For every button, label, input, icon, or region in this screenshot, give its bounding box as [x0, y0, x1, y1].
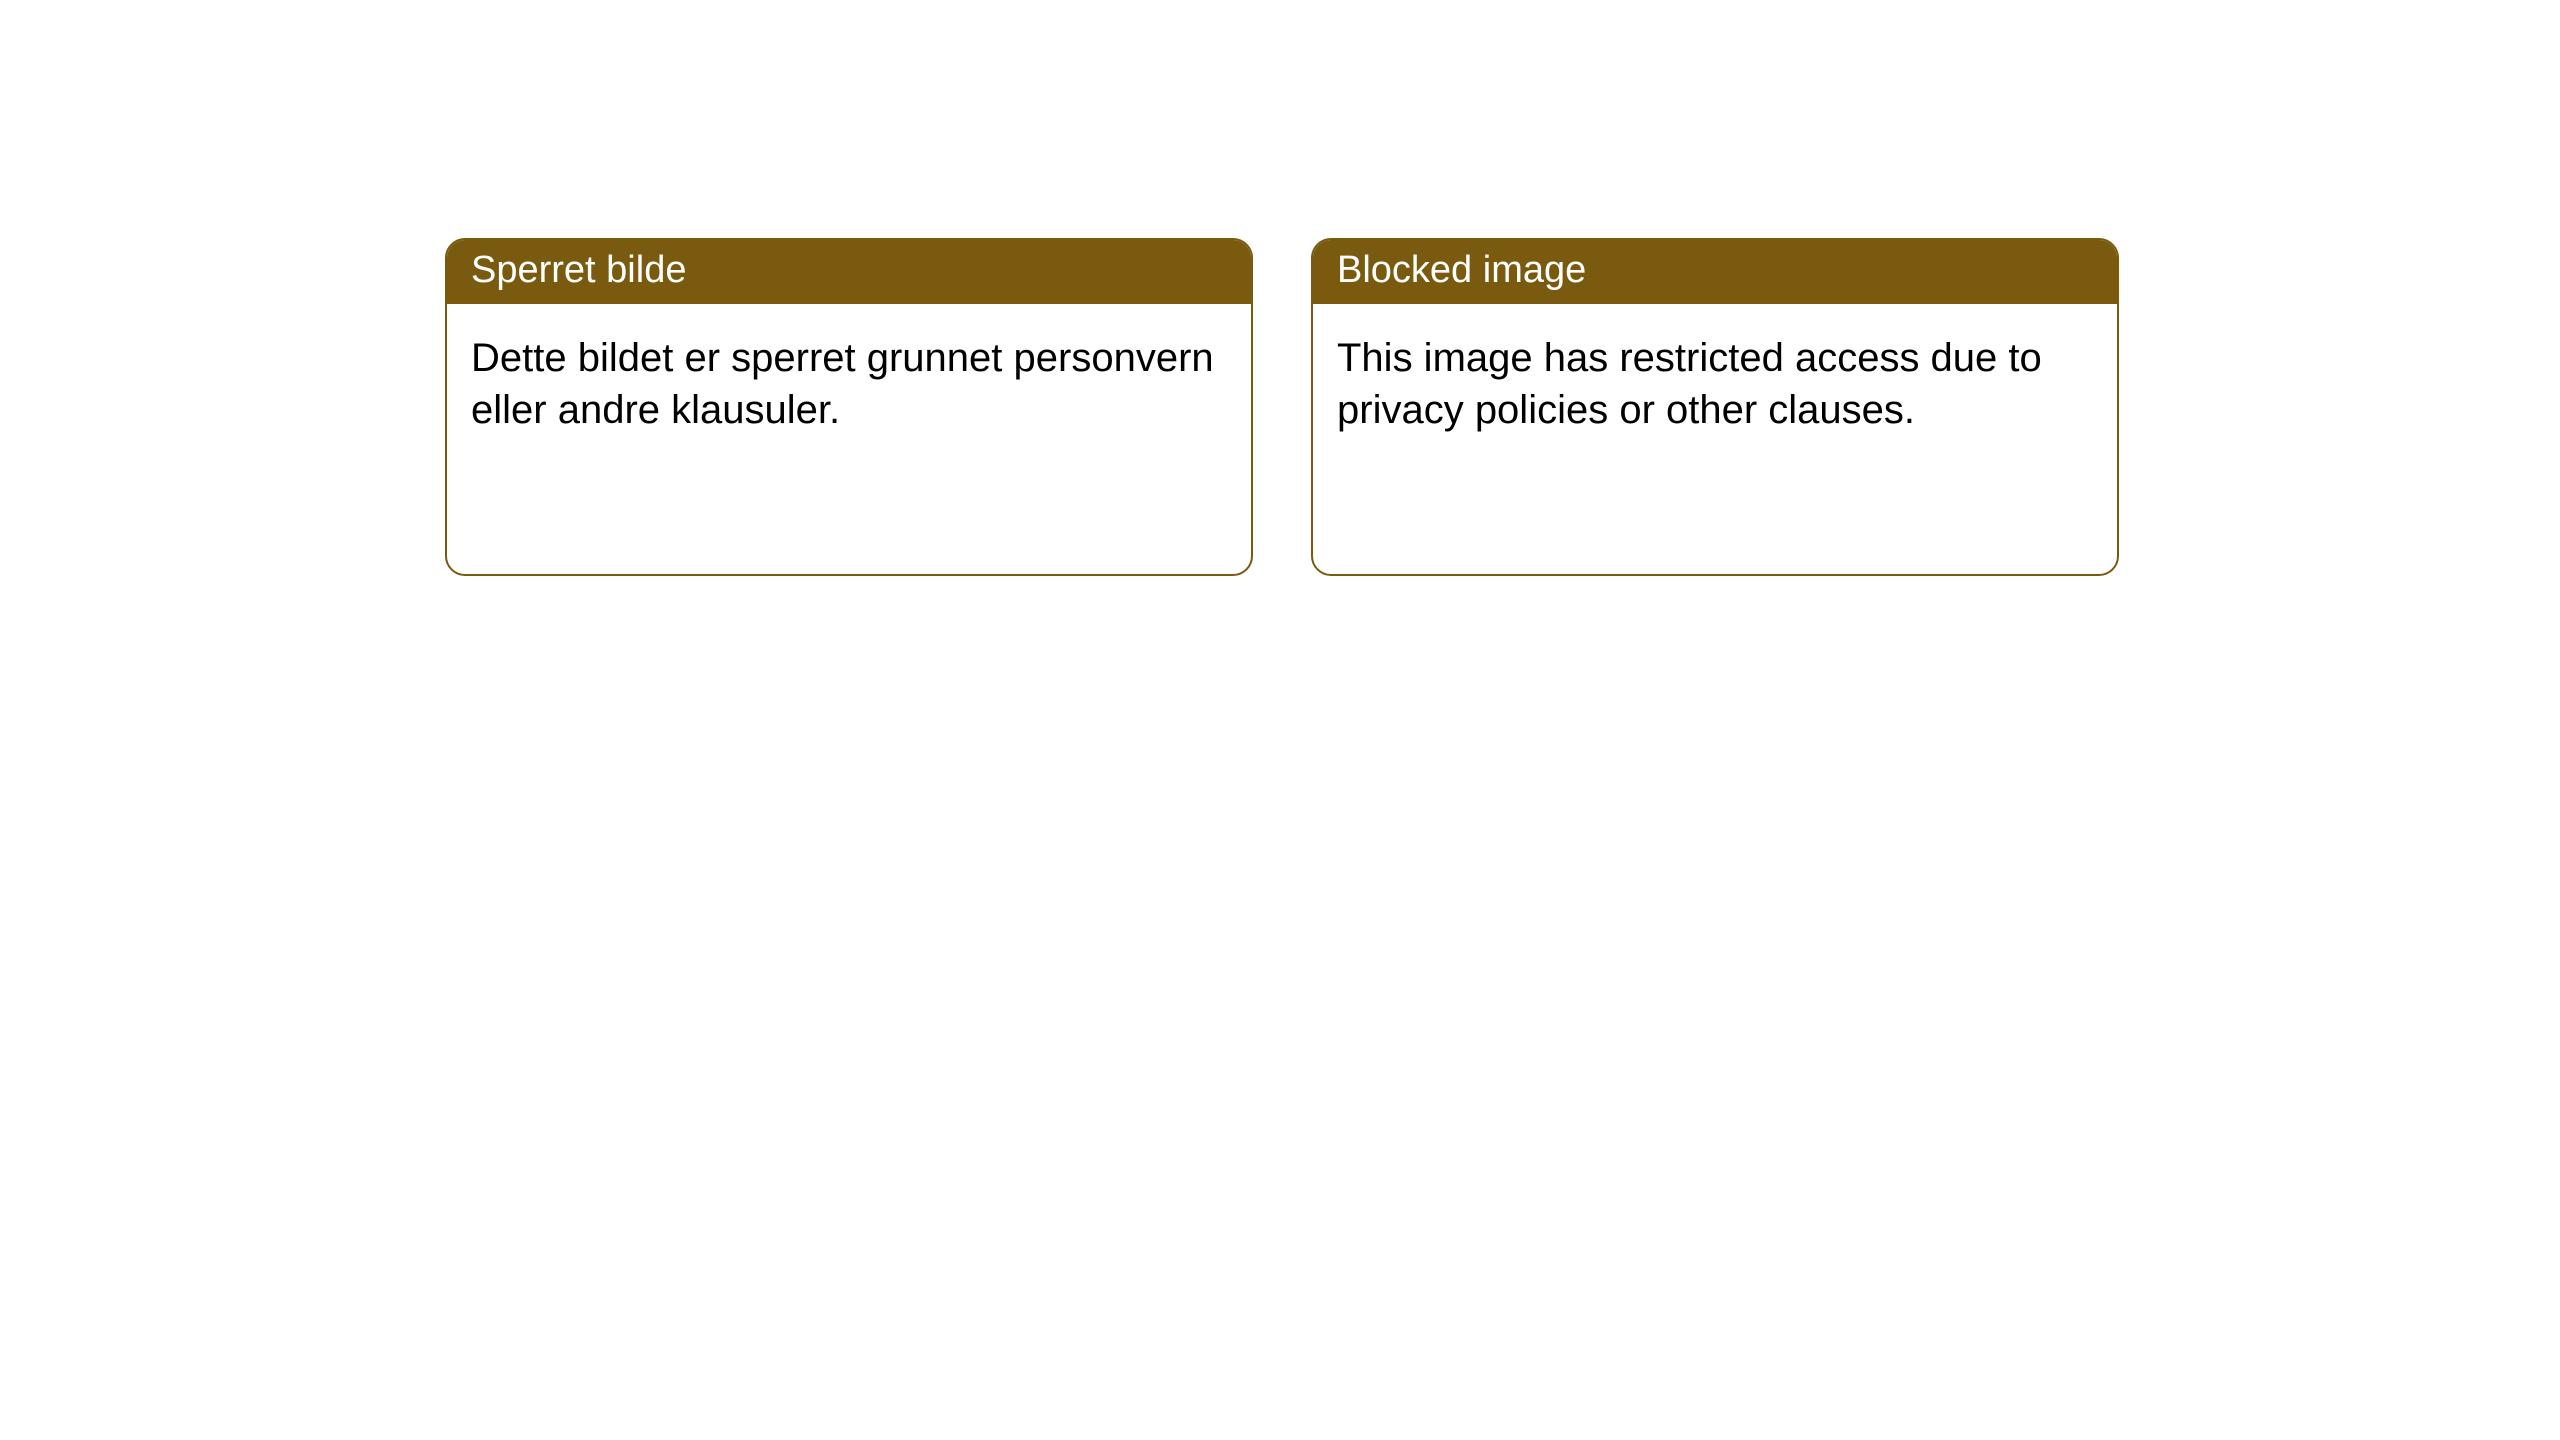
panel-header-no: Sperret bilde: [447, 240, 1251, 304]
notice-container: Sperret bilde Dette bildet er sperret gr…: [0, 0, 2560, 576]
panel-header-en: Blocked image: [1313, 240, 2117, 304]
panel-body-en: This image has restricted access due to …: [1313, 304, 2117, 464]
panel-body-no: Dette bildet er sperret grunnet personve…: [447, 304, 1251, 464]
blocked-image-panel-en: Blocked image This image has restricted …: [1311, 238, 2119, 576]
blocked-image-panel-no: Sperret bilde Dette bildet er sperret gr…: [445, 238, 1253, 576]
